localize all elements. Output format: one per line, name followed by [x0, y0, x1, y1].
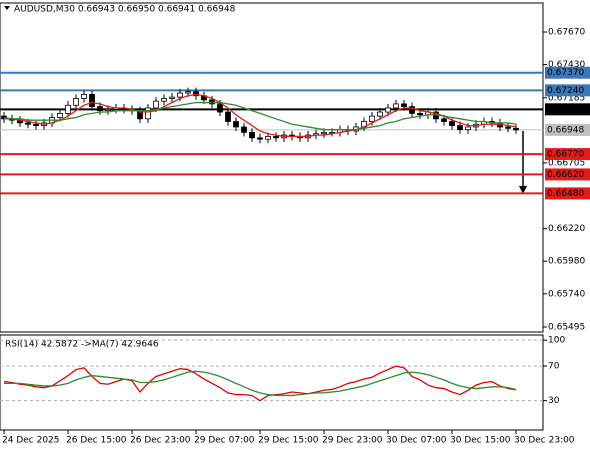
- level-label-box: [545, 84, 590, 97]
- level-label: 0.66480: [547, 189, 584, 199]
- candle-body: [377, 111, 383, 117]
- candle-body: [153, 100, 159, 109]
- candle-body: [225, 111, 231, 122]
- x-tick-label: 26 Dec 23:00: [130, 436, 191, 446]
- candle-body: [161, 98, 167, 102]
- x-tick-label: 30 Dec 15:00: [450, 436, 511, 446]
- candle-body: [193, 91, 199, 97]
- candle-body: [265, 136, 271, 140]
- candle-body: [273, 136, 279, 139]
- x-tick-label: 30 Dec 07:00: [386, 436, 447, 446]
- y-tick-label: 0.66705: [548, 158, 585, 168]
- x-tick-label: 30 Dec 23:00: [514, 436, 575, 446]
- menu-arrow: [4, 6, 10, 10]
- candle-body: [81, 94, 87, 99]
- candle-body: [257, 137, 263, 140]
- forecast-arrowhead: [519, 186, 527, 194]
- candle-body: [457, 125, 463, 131]
- candle-body: [169, 96, 175, 99]
- level-label: 0.67100: [547, 105, 584, 115]
- candle-body: [385, 107, 391, 113]
- price-panel: [0, 2, 544, 333]
- y-tick-label: 0.65740: [548, 289, 585, 299]
- candle-body: [105, 108, 111, 112]
- candle-body: [25, 122, 31, 125]
- candle-body: [65, 104, 71, 114]
- x-tick-label: 24 Dec 2025: [2, 436, 60, 446]
- level-label-box: [545, 123, 590, 136]
- candle-body: [209, 99, 215, 105]
- level-label: 0.66948: [547, 125, 584, 135]
- y-tick-label: 0.67670: [548, 28, 585, 38]
- price-header: AUDUSD,M30 0.66943 0.66950 0.66941 0.669…: [14, 5, 236, 15]
- x-tick-label: 29 Dec 23:00: [322, 436, 383, 446]
- level-label-box: [545, 168, 590, 181]
- level-label: 0.66770: [547, 150, 584, 160]
- y-tick-label: 0.65495: [548, 322, 585, 332]
- level-label: 0.67240: [547, 86, 584, 96]
- candle-body: [217, 103, 223, 113]
- candle-body: [145, 107, 151, 120]
- indicator-line: [3, 365, 517, 402]
- candle-body: [441, 118, 447, 122]
- indicator-line: [3, 93, 517, 138]
- candle-body: [465, 126, 471, 131]
- level-label-box: [545, 187, 590, 200]
- candle-body: [73, 98, 79, 106]
- candle-body: [321, 131, 327, 135]
- level-label: 0.67370: [547, 68, 584, 78]
- candle-body: [369, 115, 375, 122]
- candle-body: [249, 131, 255, 139]
- candle-body: [401, 103, 407, 108]
- candle-body: [97, 106, 103, 112]
- candle-body: [393, 103, 399, 109]
- y-tick-label: 0.67185: [548, 93, 585, 103]
- y-tick-label: 100: [548, 336, 565, 346]
- candle-body: [185, 91, 191, 94]
- candle-body: [177, 92, 183, 98]
- candle-body: [89, 94, 95, 108]
- candle-body: [33, 123, 39, 126]
- x-tick-label: 29 Dec 07:00: [194, 436, 255, 446]
- candle-body: [505, 126, 511, 129]
- x-tick-label: 29 Dec 15:00: [258, 436, 319, 446]
- rsi-panel: [0, 334, 544, 431]
- indicator-line: [4, 370, 517, 397]
- level-label-box: [545, 103, 590, 116]
- level-label-box: [545, 66, 590, 79]
- y-tick-label: 0.66220: [548, 224, 585, 234]
- candle-body: [233, 121, 239, 128]
- rsi-header: RSI(14) 42.5872 ->MA(7) 42.9646: [5, 340, 159, 350]
- candle-body: [241, 126, 247, 133]
- y-tick-label: 0.67430: [548, 60, 585, 70]
- candle-body: [417, 112, 423, 116]
- y-tick-label: 70: [548, 362, 560, 372]
- x-tick-label: 26 Dec 15:00: [66, 436, 127, 446]
- candle-body: [409, 106, 415, 114]
- level-label: 0.66620: [547, 170, 584, 180]
- indicator-line: [4, 101, 517, 131]
- y-tick-label: 30: [548, 396, 560, 406]
- candle-body: [513, 127, 519, 131]
- candle-body: [449, 121, 455, 126]
- level-label-box: [545, 148, 590, 161]
- candle-body: [57, 112, 63, 118]
- y-tick-label: 0.65980: [548, 257, 585, 267]
